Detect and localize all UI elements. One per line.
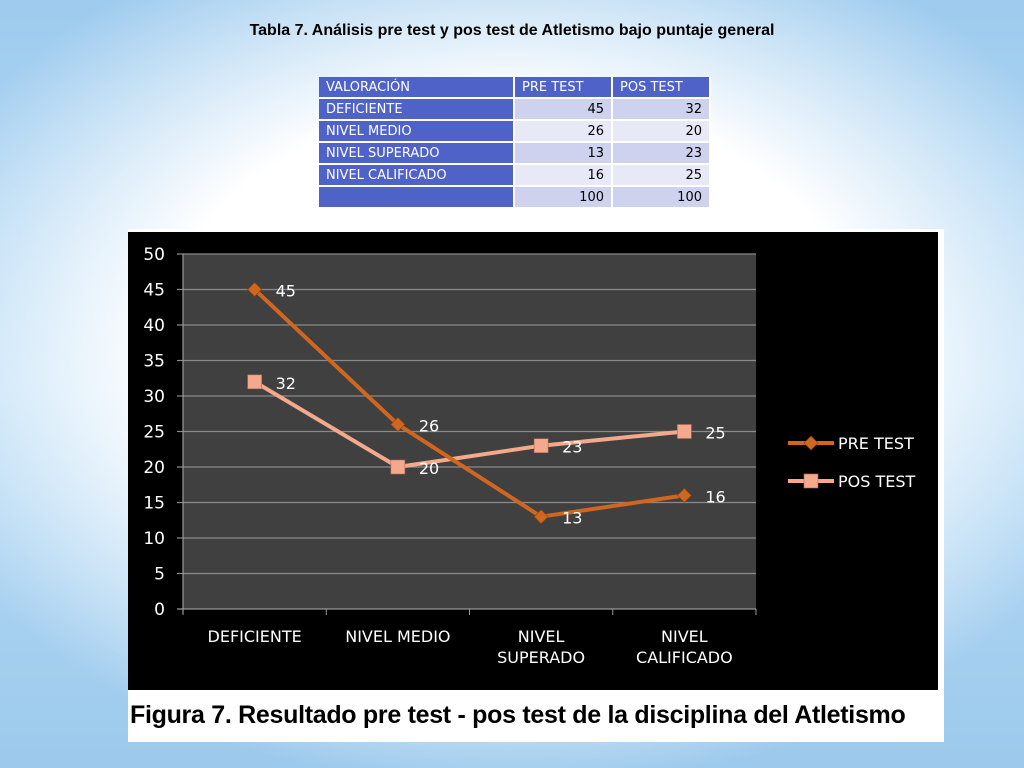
data-point <box>247 282 263 297</box>
line-chart: 0 5 10 15 20 25 30 35 40 45 50 DEFICIENTE NIVEL MEDI… <box>128 232 938 690</box>
row-label <box>319 187 515 209</box>
row-label: DEFICIENTE <box>319 99 515 121</box>
row-pre-value: 16 <box>515 165 613 187</box>
y-tick-label: 50 <box>143 245 165 265</box>
legend-marker <box>803 473 819 489</box>
row-pos-value: 23 <box>613 143 711 165</box>
row-label: NIVEL CALIFICADO <box>319 165 515 187</box>
y-tick-label: 25 <box>143 423 165 443</box>
row-label: NIVEL MEDIO <box>319 121 515 143</box>
data-label: 13 <box>562 509 582 528</box>
row-pos-value: 20 <box>613 121 711 143</box>
table-row: NIVEL CALIFICADO 16 25 <box>319 165 711 187</box>
table-row: NIVEL SUPERADO 13 23 <box>319 143 711 165</box>
total-pos-value: 100 <box>613 187 711 209</box>
figure-caption: Figura 7. Resultado pre test - pos test … <box>130 701 906 729</box>
data-point <box>390 416 406 432</box>
y-tick-label: 20 <box>143 458 165 478</box>
data-point <box>533 438 549 453</box>
data-label: 32 <box>276 374 296 393</box>
data-point <box>390 459 406 475</box>
series-line-pos-test <box>253 380 685 469</box>
row-pos-value: 25 <box>613 165 711 187</box>
row-pos-value: 32 <box>613 99 711 121</box>
row-pre-value: 26 <box>515 121 613 143</box>
data-point <box>247 374 262 390</box>
data-label: 16 <box>705 487 725 506</box>
x-tick-label: DEFICIENTE <box>208 627 302 646</box>
data-label: 26 <box>419 416 439 435</box>
data-point <box>533 509 549 525</box>
y-tick-label: 40 <box>143 316 165 336</box>
header-valoracion: VALORACIÓN <box>319 77 515 99</box>
legend-marker <box>803 435 819 451</box>
y-tick-label: 5 <box>154 565 165 585</box>
x-tick-label: NIVEL MEDIO <box>345 627 450 646</box>
data-label: 20 <box>419 459 439 478</box>
row-label: NIVEL SUPERADO <box>319 143 515 165</box>
table-header-row: VALORACIÓN PRE TEST POS TEST <box>319 77 711 99</box>
data-label: 23 <box>562 438 582 457</box>
table-total-row: 100 100 <box>319 187 711 209</box>
y-tick-label: 15 <box>143 494 165 514</box>
header-pre-test: PRE TEST <box>515 77 613 99</box>
legend-label: POS TEST <box>838 472 916 491</box>
y-tick-label: 10 <box>143 529 165 549</box>
x-tick-label: NIVEL SUPERADO <box>497 627 585 667</box>
total-pre-value: 100 <box>515 187 613 209</box>
header-pos-test: POS TEST <box>613 77 711 99</box>
table-title: Tabla 7. Análisis pre test y pos test de… <box>249 22 775 39</box>
table-row: DEFICIENTE 45 32 <box>319 99 711 121</box>
data-point <box>677 424 692 439</box>
y-tick-label: 35 <box>143 352 165 372</box>
row-pre-value: 45 <box>515 99 613 121</box>
table-row: NIVEL MEDIO 26 20 <box>319 121 711 143</box>
data-label: 25 <box>705 424 725 443</box>
figure: 0 5 10 15 20 25 30 35 40 45 50 DEFICIENTE NIVEL MEDI… <box>128 229 944 742</box>
y-tick-label: 0 <box>154 600 165 620</box>
y-tick-label: 45 <box>143 281 165 301</box>
legend-label: PRE TEST <box>838 434 914 453</box>
x-tick-label: NIVEL CALIFICADO <box>636 627 733 667</box>
series-line-pre-test <box>253 288 685 519</box>
data-table: VALORACIÓN PRE TEST POS TEST DEFICIENTE … <box>319 77 711 209</box>
y-tick-label: 30 <box>143 387 165 407</box>
data-point <box>676 487 692 503</box>
data-label: 45 <box>276 282 296 301</box>
row-pre-value: 13 <box>515 143 613 165</box>
chart-area: 0 5 10 15 20 25 30 35 40 45 50 DEFICIENTE NIVEL MEDI… <box>128 232 938 690</box>
